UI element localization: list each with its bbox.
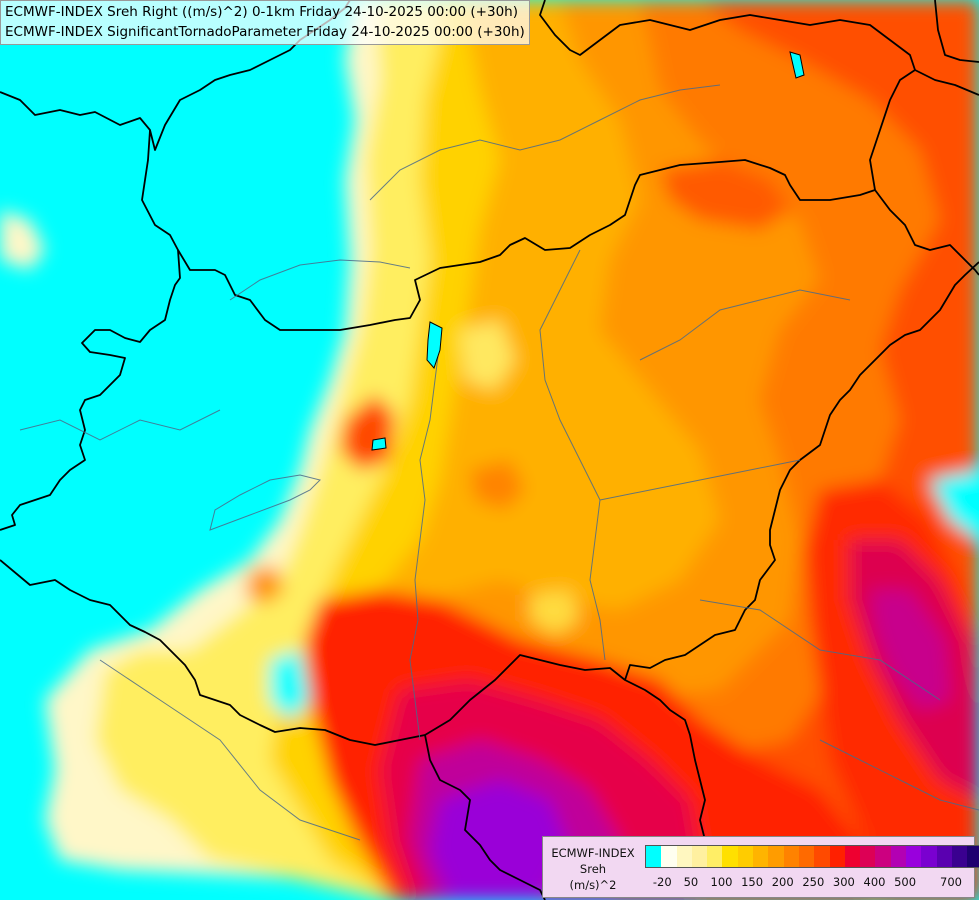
- legend-tick: 100: [710, 875, 733, 889]
- legend-swatch: [814, 846, 830, 867]
- rivers-and-regions: [19, 84, 979, 841]
- sreh-field-violet: [430, 780, 570, 900]
- river-line: [539, 249, 606, 661]
- legend-swatch: [860, 846, 876, 867]
- legend-tick: 700: [940, 875, 962, 889]
- border-line: [934, 0, 979, 63]
- border-line: [0, 249, 181, 531]
- legend-swatch: [936, 846, 952, 867]
- legend-swatch: [951, 846, 968, 867]
- border-line: [914, 69, 979, 96]
- river-line: [19, 409, 221, 441]
- river-line: [409, 339, 441, 741]
- river-line: [819, 739, 979, 811]
- legend-swatch: [676, 846, 692, 867]
- river-line: [229, 259, 411, 301]
- map-title-stp: ECMWF-INDEX SignificantTornadoParameter …: [5, 24, 525, 40]
- legend-tick: 500: [894, 875, 917, 889]
- legend-swatch: [646, 846, 662, 867]
- legend-swatch: [661, 846, 677, 867]
- legend-swatch: [829, 846, 845, 867]
- map-title-sreh: ECMWF-INDEX Sreh Right ((m/s)^2) 0-1km F…: [5, 4, 518, 20]
- sreh-field-cyan-notch: [930, 470, 979, 540]
- legend-swatch: [737, 846, 754, 867]
- sreh-field-red-spot-west: [340, 395, 395, 470]
- river-line: [369, 84, 721, 201]
- legend-swatch: [783, 846, 799, 867]
- legend-variable: Sreh: [579, 862, 607, 876]
- sreh-field-magenta-east: [870, 590, 950, 710]
- legend-swatch: [722, 846, 738, 867]
- lakes: [371, 51, 805, 451]
- legend-tick-labels: -20 50 100 150 200 250 300 400 500 700: [645, 875, 968, 891]
- legend-tick: -20: [652, 875, 672, 889]
- legend-swatch: [921, 846, 937, 867]
- legend-swatch: [967, 846, 979, 867]
- legend-color-bar: [645, 845, 979, 868]
- legend-swatch: [906, 846, 922, 867]
- sreh-field-yellow-spot-south: [530, 590, 580, 635]
- legend-swatch: [875, 846, 891, 867]
- legend-swatch: [768, 846, 784, 867]
- lake-shape: [426, 321, 443, 369]
- border-line: [424, 654, 721, 871]
- legend-swatch: [707, 846, 723, 867]
- legend-tick: 300: [832, 875, 855, 889]
- legend-swatch: [691, 846, 708, 867]
- color-legend: ECMWF-INDEX Sreh (m/s)^2 -20 50 100 150 200 2…: [542, 836, 979, 898]
- sreh-field-cyan-notch-sw: [270, 650, 310, 720]
- legend-swatch: [798, 846, 815, 867]
- sreh-field-redspot-north: [660, 160, 790, 230]
- river-line: [99, 659, 361, 841]
- legend-tick: 200: [771, 875, 794, 889]
- legend-swatch: [844, 846, 861, 867]
- border-line: [0, 559, 546, 900]
- legend-tick: 50: [683, 875, 699, 889]
- lake-shape: [789, 51, 805, 79]
- legend-tick: 250: [802, 875, 825, 889]
- sreh-field-orange-spot-west: [245, 565, 285, 605]
- lake-shape: [371, 437, 387, 451]
- sreh-field-pale: [0, 210, 45, 270]
- legend-title: ECMWF-INDEX Sreh (m/s)^2: [543, 845, 643, 893]
- river-line: [209, 474, 321, 531]
- border-line: [539, 0, 916, 191]
- legend-tick: 400: [863, 875, 886, 889]
- legend-model: ECMWF-INDEX: [551, 846, 635, 860]
- map-title-box: ECMWF-INDEX Sreh Right ((m/s)^2) 0-1km F…: [0, 0, 530, 45]
- border-line: [624, 261, 979, 681]
- river-line: [699, 599, 941, 701]
- sreh-field-orange-spot-center: [470, 460, 525, 510]
- sreh-field-light-yellow-spot: [460, 320, 515, 390]
- legend-swatch: [890, 846, 907, 867]
- legend-tick: 150: [741, 875, 764, 889]
- border-line: [141, 129, 979, 331]
- legend-unit: (m/s)^2: [569, 878, 617, 892]
- river-line: [639, 289, 851, 361]
- river-line: [599, 459, 801, 501]
- legend-swatch: [753, 846, 769, 867]
